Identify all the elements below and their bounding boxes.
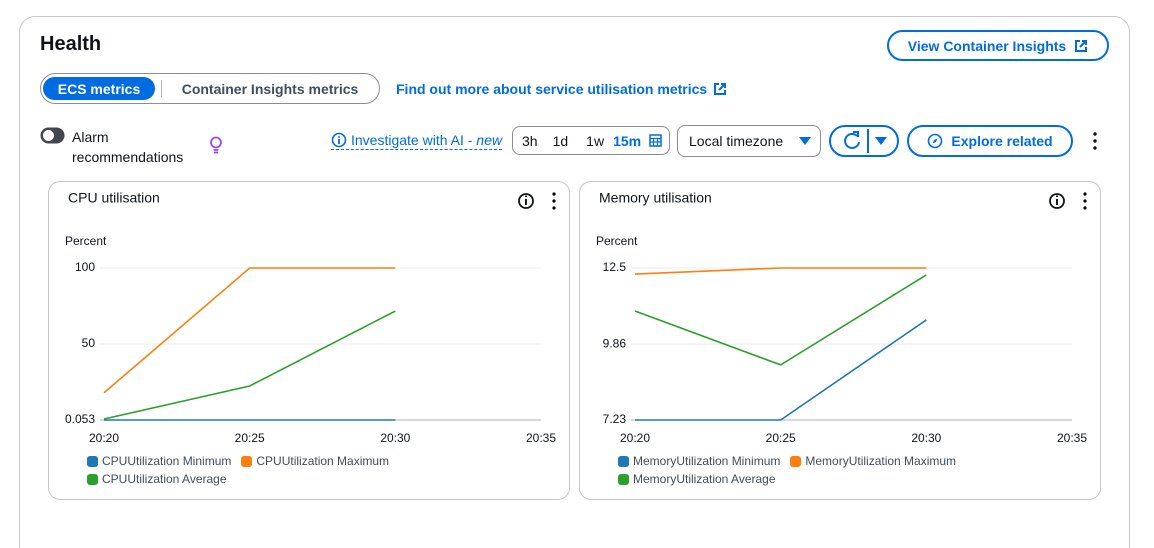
series-line [634,267,927,275]
legend-item[interactable]: MemoryUtilization Average [618,472,776,486]
series-line [103,267,396,394]
chart: Memory utilisation Percent 7.23 9.86 12.5 2… [596,190,1087,445]
legend-item[interactable]: MemoryUtilization Minimum [618,454,780,468]
tab-divider [161,80,162,97]
investigate-label: Investigate with AI - [351,132,473,148]
y-tick-label: 50 [82,336,96,350]
legend: CPUUtilization Minimum CPUUtilization Max… [87,454,467,486]
x-tick-label: 20:20 [620,431,650,445]
legend-item[interactable]: CPUUtilization Average [87,472,227,486]
legend-swatch [87,473,98,485]
button-label: View Container Insights [907,37,1067,54]
legend-label: CPUUtilization Minimum [102,454,232,468]
legend-swatch [87,455,98,467]
legend-swatch [241,455,253,467]
y-tick-label: 9.86 [603,336,627,350]
bulb-icon [210,136,222,154]
legend-label: MemoryUtilization Maximum [805,454,957,468]
legend-swatch [618,455,629,467]
tab-selected[interactable]: ECS metrics [43,77,155,100]
legend-label: CPUUtilization Average [102,472,227,486]
chart-title: Memory utilisation [599,190,712,206]
legend: MemoryUtilization Minimum MemoryUtilizati… [618,454,998,486]
title: Health [40,33,102,55]
legend-swatch [618,473,629,485]
series-line [634,274,927,366]
tab[interactable]: Container Insights metrics [181,80,359,97]
y-tick-label: 7.23 [603,412,627,426]
range[interactable]: 1w [586,132,605,149]
x-tick-label: 20:30 [911,431,941,445]
timezone-label: Local timezone [689,133,784,149]
range[interactable]: 3h [522,132,538,149]
legend-item[interactable]: CPUUtilization Minimum [87,454,231,468]
caret-icon [875,137,887,145]
legend-label: MemoryUtilization Average [633,472,776,486]
view-insights-button[interactable]: View Container Insights [887,30,1109,61]
info-icon[interactable] [1049,193,1065,209]
legend-swatch [790,455,802,467]
timezone-select[interactable]: Local timezone [677,125,821,157]
range[interactable]: 1d [552,132,569,149]
info-icon[interactable] [518,193,534,209]
more-icon[interactable] [1090,131,1100,151]
explore-button[interactable]: Explore related [907,125,1073,157]
legend-item[interactable]: MemoryUtilization Maximum [790,454,956,468]
x-tick-label: 20:35 [1057,431,1087,445]
chart-title: CPU utilisation [68,190,160,206]
x-tick-label: 20:25 [766,431,796,445]
x-tick-label: 20:20 [89,431,119,445]
info-link[interactable]: Find out more about service utilisation … [396,81,727,97]
chart-panel: CPU utilisation Percent 0.053 50 100 20:20 2… [48,181,570,500]
x-tick-label: 20:35 [526,431,556,445]
series-line [635,319,927,421]
range-selected[interactable]: 15m [613,132,642,149]
y-axis-label: Percent [596,234,638,248]
info-icon [331,132,347,148]
more-icon[interactable] [552,192,556,210]
series-line [103,310,396,420]
tabs [40,73,380,104]
link-label: Find out more about service utilisation … [396,81,708,97]
y-tick-label: 0.053 [65,412,95,426]
calendar-icon[interactable] [649,134,662,147]
more-icon[interactable] [1083,192,1087,210]
y-axis-label: Percent [65,234,107,248]
toggle-label: Alarm recommendations [72,129,184,165]
x-tick-label: 20:25 [235,431,265,445]
investigate-link[interactable]: Investigate with AI - new [331,132,503,150]
range-selector: 3h 1d 1w 15m [512,126,670,155]
legend-label: CPUUtilization Maximum [256,454,390,468]
toggle[interactable] [40,127,65,144]
compass-icon [928,133,943,149]
legend-item[interactable]: CPUUtilization Maximum [241,454,389,468]
refresh-button[interactable] [829,125,899,157]
external-icon [1075,39,1088,52]
investigate-tag: new [476,132,503,148]
caret-icon [799,136,812,145]
explore-label: Explore related [951,133,1053,149]
chart-panel: Memory utilisation Percent 7.23 9.86 12.5 2… [579,181,1101,500]
health-card [19,16,1130,548]
y-tick-label: 12.5 [603,260,627,274]
refresh-icon [844,129,869,153]
chart: CPU utilisation Percent 0.053 50 100 20:20 2… [65,190,556,445]
external-icon [714,83,727,95]
x-tick-label: 20:30 [380,431,410,445]
legend-label: MemoryUtilization Minimum [633,454,781,468]
y-tick-label: 100 [75,260,95,274]
